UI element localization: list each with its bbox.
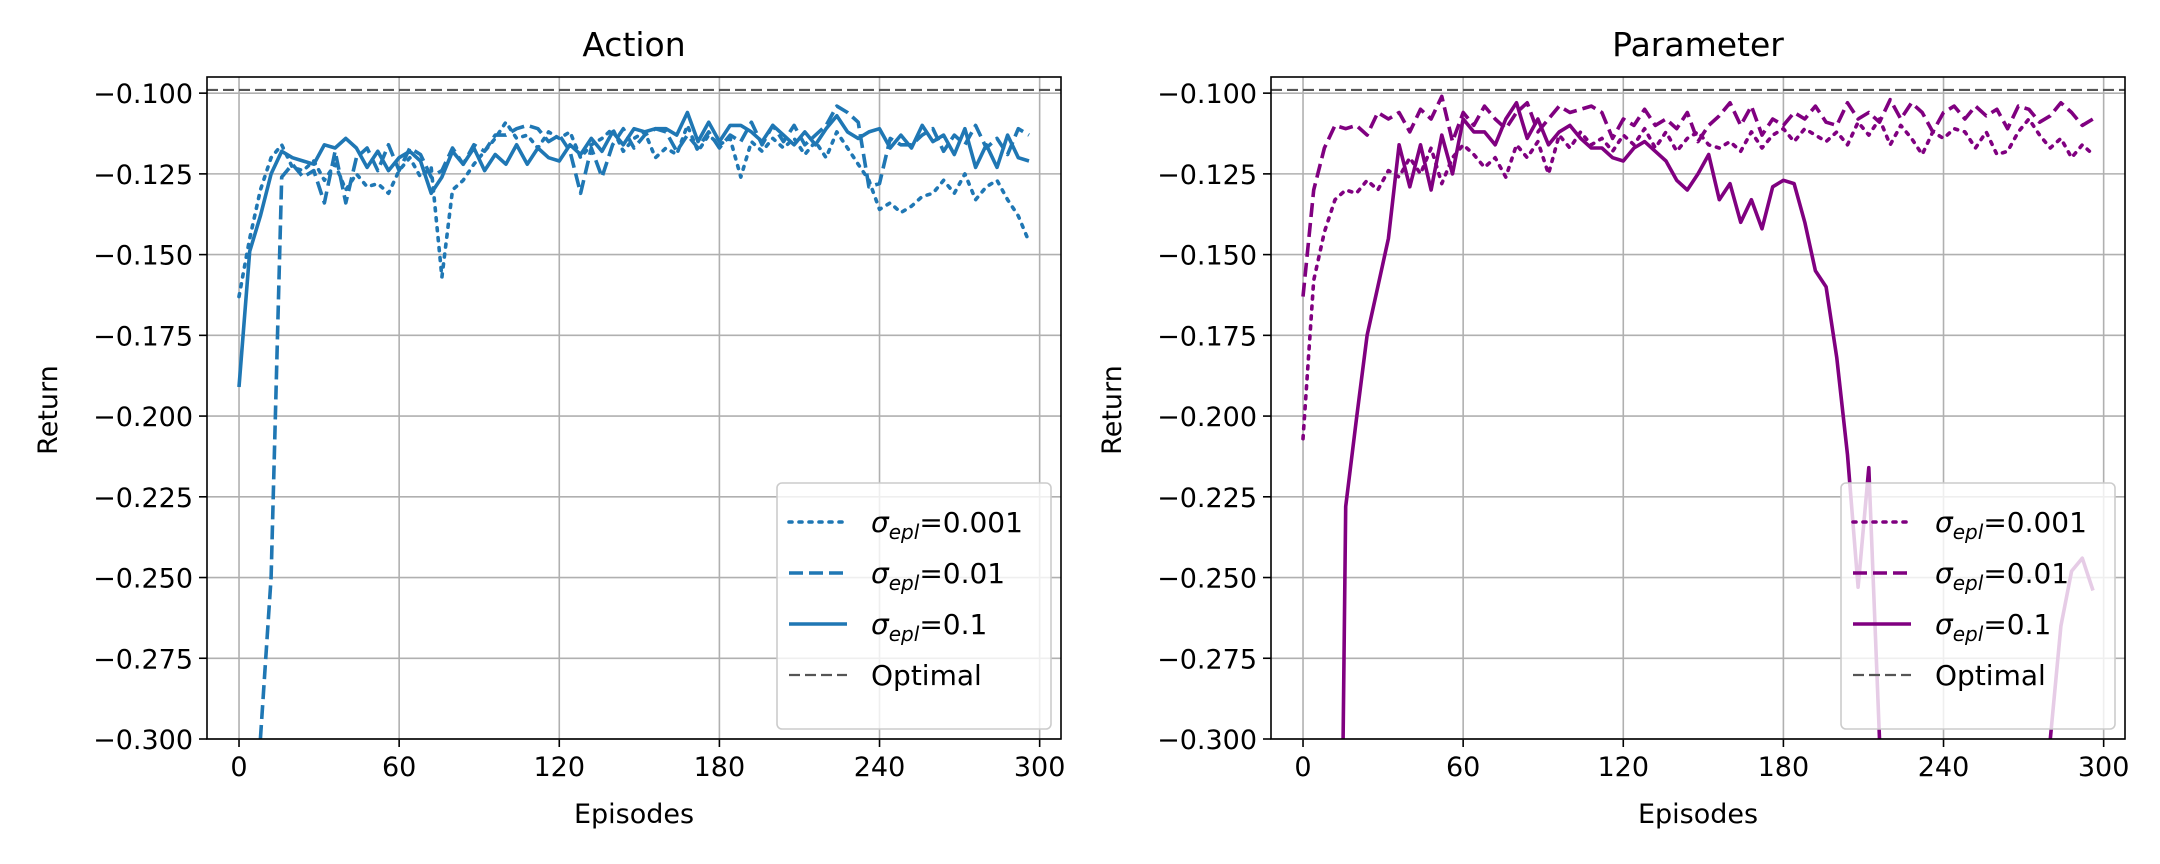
series-line	[1301, 94, 2094, 297]
y-tick-label: −0.250	[1157, 564, 1257, 595]
y-tick-label: −0.275	[93, 644, 193, 675]
y-tick-label: −0.200	[93, 402, 193, 433]
legend-label: Optimal	[1935, 659, 2046, 692]
y-tick-label: −0.300	[1157, 725, 1257, 756]
action-panel: Action Episodes Return 0 60 120 180 240 300 −0…	[33, 25, 1065, 830]
y-tick-label: −0.150	[1157, 241, 1257, 272]
y-tick-label: −0.225	[93, 483, 193, 514]
x-axis-label: Episodes	[574, 799, 694, 830]
y-tick-label: −0.250	[93, 564, 193, 595]
legend-subscript: epl	[889, 520, 920, 544]
legend-sigma: σ	[871, 506, 890, 539]
chart-title: Action	[582, 25, 685, 64]
y-tick-label: −0.125	[93, 160, 193, 191]
x-tick-label: 300	[2078, 752, 2130, 783]
legend-subscript: epl	[889, 571, 920, 595]
legend-label: σepl=0.1	[871, 608, 987, 646]
x-tick-label: 300	[1014, 752, 1066, 783]
y-tick-label: −0.175	[1157, 321, 1257, 352]
legend-label: Optimal	[871, 659, 982, 692]
plot-area	[207, 88, 1061, 739]
legend-sigma: σ	[1935, 506, 1954, 539]
legend-value: =0.001	[919, 506, 1023, 539]
legend-label-text: Optimal	[871, 659, 982, 692]
legend-box	[1840, 482, 2116, 730]
series-line	[1301, 117, 2095, 441]
legend-sigma: σ	[1935, 557, 1954, 590]
legend-box	[776, 482, 1052, 730]
x-tick-label: 0	[230, 752, 247, 783]
parameter-panel: Parameter Episodes Return 0 60 120 180 240 30…	[1097, 25, 2129, 830]
x-tick-label: 180	[694, 752, 746, 783]
series-line	[237, 110, 1030, 388]
y-tick-label: −0.100	[1157, 79, 1257, 110]
x-tick-label: 180	[1758, 752, 1810, 783]
legend-label: σepl=0.01	[1935, 557, 2069, 595]
y-tick-label: −0.100	[93, 79, 193, 110]
legend-subscript: epl	[1953, 520, 1984, 544]
y-axis-label: Return	[33, 365, 64, 455]
chart-title: Parameter	[1612, 25, 1784, 64]
y-tick-label: −0.200	[1157, 402, 1257, 433]
legend-sigma: σ	[1935, 608, 1954, 641]
x-tick-label: 120	[534, 752, 586, 783]
legend-value: =0.1	[1983, 608, 2051, 641]
legend-value: =0.1	[919, 608, 987, 641]
x-tick-label: 0	[1294, 752, 1311, 783]
legend-value: =0.01	[919, 557, 1005, 590]
legend-subscript: epl	[1953, 571, 1984, 595]
y-tick-label: −0.150	[93, 241, 193, 272]
series-line	[258, 104, 1030, 739]
legend-label: σepl=0.001	[1935, 506, 2087, 544]
x-tick-label: 120	[1598, 752, 1650, 783]
legend-subscript: epl	[1953, 622, 1984, 646]
y-tick-label: −0.125	[1157, 160, 1257, 191]
x-tick-label: 240	[854, 752, 906, 783]
legend-subscript: epl	[889, 622, 920, 646]
legend-sigma: σ	[871, 608, 890, 641]
legend-label: σepl=0.01	[871, 557, 1005, 595]
legend-sigma: σ	[871, 557, 890, 590]
legend-label: σepl=0.1	[1935, 608, 2051, 646]
y-tick-label: −0.275	[1157, 644, 1257, 675]
axes-frame	[206, 76, 1062, 740]
legend-value: =0.001	[1983, 506, 2087, 539]
x-tick-label: 240	[1918, 752, 1970, 783]
axes-frame	[1270, 76, 2126, 740]
legend-label-text: Optimal	[1935, 659, 2046, 692]
x-axis-label: Episodes	[1638, 799, 1758, 830]
series-line	[237, 120, 1031, 299]
x-tick-label: 60	[1446, 752, 1480, 783]
y-tick-label: −0.300	[93, 725, 193, 756]
legend-value: =0.01	[1983, 557, 2069, 590]
y-tick-label: −0.225	[1157, 483, 1257, 514]
x-tick-label: 60	[382, 752, 416, 783]
y-tick-label: −0.175	[93, 321, 193, 352]
y-axis-label: Return	[1097, 365, 1128, 455]
legend-label: σepl=0.001	[871, 506, 1023, 544]
